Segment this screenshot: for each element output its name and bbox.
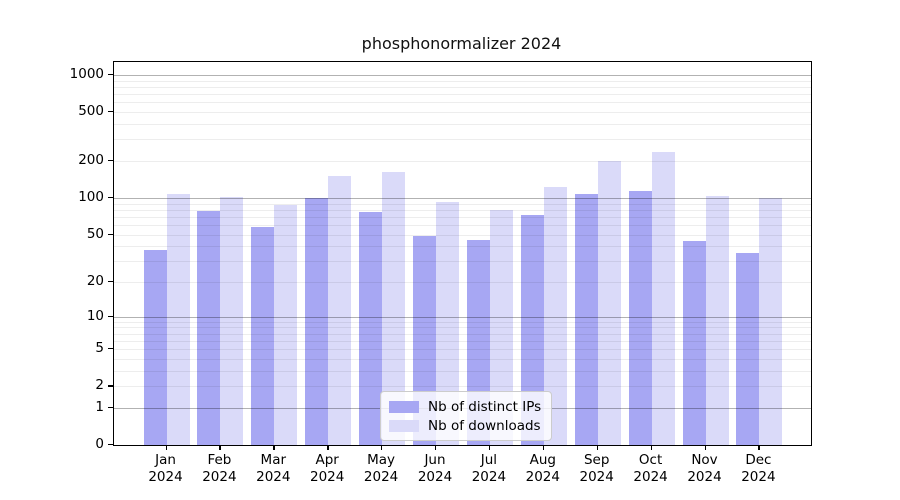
- y-tick-mark: [108, 111, 113, 113]
- legend-label-distinct-ips: Nb of distinct IPs: [428, 398, 542, 415]
- x-tick-mark: [165, 445, 167, 451]
- y-tick-label: 1000: [69, 66, 104, 82]
- bar-downloads: [759, 197, 783, 445]
- y-tick-label: 10: [86, 307, 104, 324]
- bar-distinct-ips: [736, 253, 760, 445]
- bar-distinct-ips: [682, 241, 706, 445]
- y-tick-mark: [108, 160, 113, 162]
- y-tick-label: 2: [95, 377, 104, 394]
- gridline-major: [114, 75, 811, 76]
- bar-distinct-ips: [305, 197, 329, 445]
- y-tick-mark: [108, 315, 113, 317]
- legend-swatch-distinct-ips: [389, 400, 419, 413]
- gridline-minor: [114, 102, 811, 104]
- bar-distinct-ips: [520, 215, 544, 445]
- bar-downloads: [382, 171, 406, 445]
- x-tick-mark: [381, 445, 383, 451]
- gridline-minor: [114, 94, 811, 96]
- bar-downloads: [543, 186, 567, 445]
- bar-downloads: [274, 205, 298, 445]
- y-tick-mark: [108, 348, 113, 350]
- y-tick-label: 1: [95, 398, 104, 415]
- y-tick-mark: [108, 444, 113, 446]
- bar-downloads: [436, 201, 459, 445]
- x-tick-mark: [488, 445, 491, 451]
- legend-item-distinct-ips: Nb of distinct IPs: [389, 397, 541, 416]
- y-tick-label: 20: [86, 273, 104, 289]
- bar-downloads: [597, 161, 621, 445]
- x-tick-mark: [327, 445, 329, 451]
- y-tick-mark: [108, 196, 113, 199]
- legend-swatch-downloads: [389, 419, 419, 432]
- bar-distinct-ips: [628, 190, 652, 445]
- x-tick-mark: [435, 445, 437, 451]
- x-tick-mark: [596, 445, 599, 451]
- y-tick-mark: [108, 233, 113, 235]
- bar-downloads: [328, 176, 352, 445]
- y-tick-label: 100: [78, 188, 104, 205]
- x-tick-label: Aug 2024: [525, 452, 560, 485]
- bar-distinct-ips: [197, 211, 221, 445]
- x-tick-mark: [273, 445, 275, 451]
- x-tick-label: Dec 2024: [741, 452, 776, 485]
- gridline-minor: [114, 139, 811, 141]
- bar-distinct-ips: [251, 226, 275, 445]
- y-tick-mark: [108, 74, 113, 76]
- y-tick-mark: [108, 385, 113, 387]
- y-tick-label: 200: [78, 152, 104, 168]
- x-tick-mark: [219, 445, 221, 451]
- x-tick-mark: [542, 445, 545, 451]
- bar-distinct-ips: [574, 194, 598, 445]
- bar-downloads: [705, 195, 729, 445]
- gridline-minor: [114, 124, 811, 125]
- bar-distinct-ips: [359, 211, 383, 445]
- bar-downloads: [166, 193, 190, 445]
- y-tick-label: 50: [86, 225, 104, 242]
- x-tick-mark: [704, 445, 706, 451]
- legend-item-downloads: Nb of downloads: [389, 416, 541, 435]
- bar-downloads: [651, 151, 675, 445]
- x-tick-label: Jan 2024: [148, 452, 183, 485]
- gridline-minor: [114, 87, 811, 88]
- x-tick-label: Oct 2024: [633, 452, 668, 485]
- gridline-minor: [114, 80, 811, 82]
- bar-downloads: [220, 197, 244, 445]
- x-tick-label: Feb 2024: [202, 452, 237, 485]
- chart-title: phosphonormalizer 2024: [361, 34, 562, 53]
- x-tick-label: Jul 2024: [471, 452, 507, 485]
- y-tick-label: 500: [78, 103, 104, 120]
- gridline-minor: [114, 161, 811, 162]
- y-tick-mark: [108, 406, 113, 409]
- x-tick-mark: [650, 445, 652, 451]
- y-tick-label: 0: [95, 436, 104, 452]
- y-tick-mark: [108, 281, 113, 283]
- x-tick-label: Sep 2024: [579, 452, 614, 485]
- bar-downloads: [489, 209, 513, 445]
- legend-label-downloads: Nb of downloads: [428, 417, 541, 434]
- bar-distinct-ips: [143, 250, 167, 445]
- plot-area: [113, 61, 812, 446]
- x-tick-label: Nov 2024: [687, 452, 722, 485]
- legend: Nb of distinct IPs Nb of downloads: [380, 391, 553, 441]
- x-tick-mark: [758, 445, 760, 451]
- x-tick-label: May 2024: [363, 452, 399, 485]
- y-tick-label: 5: [95, 340, 104, 357]
- x-tick-label: Jun 2024: [417, 452, 453, 485]
- x-tick-label: Apr 2024: [310, 452, 345, 485]
- gridline-minor: [114, 112, 811, 114]
- x-tick-label: Mar 2024: [256, 452, 291, 485]
